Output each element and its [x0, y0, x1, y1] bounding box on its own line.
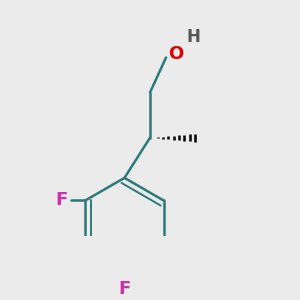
Text: O: O [168, 45, 183, 63]
Text: F: F [118, 280, 130, 298]
Text: F: F [56, 191, 68, 209]
Text: H: H [187, 28, 201, 46]
